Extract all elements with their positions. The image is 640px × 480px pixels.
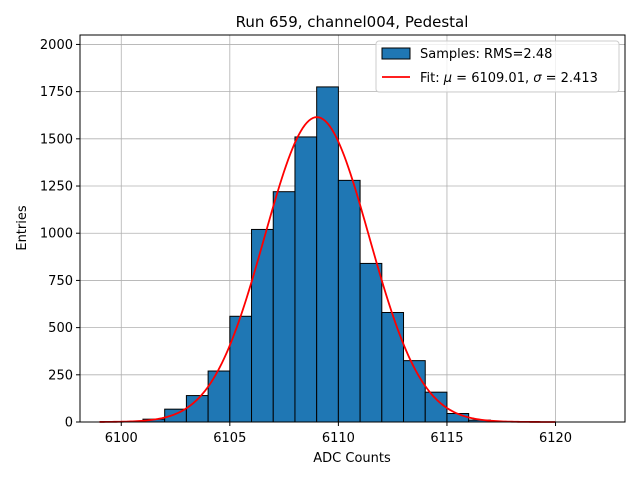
x-axis-label: ADC Counts [313, 451, 391, 466]
x-tick-label: 6100 [105, 431, 138, 446]
y-tick-label: 2000 [40, 38, 73, 53]
legend-fit-prefix: Fit: [420, 71, 444, 86]
histogram-bar [251, 228, 274, 423]
x-axis-ticks: 6100 6105 6110 6115 6120 [105, 422, 572, 446]
legend-fit-mu-symbol: μ [443, 71, 452, 86]
y-tick-label: 1250 [40, 180, 73, 195]
histogram-bar [337, 179, 361, 423]
histogram-bar [381, 312, 405, 423]
y-tick-label: 250 [48, 368, 73, 383]
histogram-bar [229, 315, 253, 423]
x-tick-label: 6115 [430, 431, 463, 446]
y-tick-label: 0 [65, 416, 73, 431]
legend-samples-label: Samples: RMS=2.48 [420, 47, 552, 62]
x-tick-label: 6110 [322, 431, 355, 446]
y-tick-label: 1750 [40, 85, 73, 100]
y-tick-label: 1000 [40, 227, 73, 242]
histogram-bars [120, 86, 513, 423]
legend: Samples: RMS=2.48 Fit: μ = 6109.01, σ = … [375, 40, 620, 93]
y-tick-label: 750 [48, 274, 73, 289]
fit-curve-group [99, 116, 556, 423]
histogram-bar [272, 191, 296, 423]
chart-title: Run 659, channel004, Pedestal [236, 13, 469, 31]
plot-frame [79, 34, 626, 423]
y-tick-label: 500 [48, 321, 73, 336]
y-axis-label: Entries [15, 205, 30, 251]
legend-samples-swatch [381, 47, 411, 60]
y-tick-label: 1500 [40, 132, 73, 147]
legend-fit-label: Fit: μ = 6109.01, σ = 2.413 [420, 71, 598, 86]
x-tick-label: 6120 [539, 431, 572, 446]
fit-curve [99, 116, 556, 423]
y-axis-ticks: 0 250 500 750 1000 1250 1500 1750 2000 [40, 38, 80, 431]
histogram-bar [294, 136, 318, 423]
histogram-bar [424, 391, 448, 423]
x-tick-label: 6105 [213, 431, 246, 446]
legend-fit-mu-value: = 6109.01, [452, 71, 533, 86]
legend-fit-sigma-value: = 2.413 [541, 71, 597, 86]
histogram-bar [207, 370, 231, 423]
legend-fit-sigma-symbol: σ [533, 71, 542, 86]
histogram-bar [316, 86, 339, 423]
legend-box [375, 40, 620, 93]
histogram-bar [359, 262, 383, 423]
